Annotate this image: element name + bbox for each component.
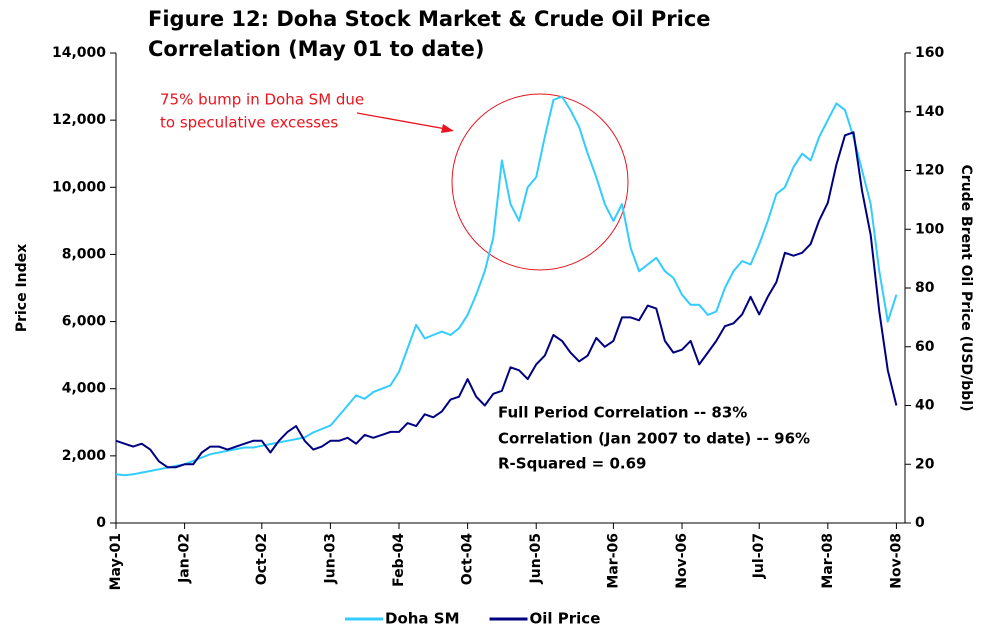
- y2-tick-label: 160: [915, 45, 944, 61]
- x-tick-label: Mar-06: [605, 533, 621, 589]
- y2-axis-label: Crude Brent Oil Price (USD/bbl): [958, 165, 974, 412]
- y-tick-label: 12,000: [52, 112, 106, 128]
- y2-tick-label: 20: [915, 456, 935, 472]
- x-tick-label: Nov-08: [888, 533, 904, 589]
- y2-tick-label: 40: [915, 398, 935, 414]
- y-tick-label: 8,000: [62, 246, 107, 262]
- x-tick-label: Oct-04: [460, 533, 476, 585]
- stat-text: Full Period Correlation -- 83%: [498, 404, 747, 422]
- y-tick-label: 14,000: [52, 45, 106, 61]
- x-tick-label: Oct-02: [254, 533, 270, 585]
- annotation: 75% bump in Doha SM due: [160, 91, 364, 109]
- chart-title: Figure 12: Doha Stock Market & Crude Oil…: [148, 7, 711, 31]
- highlight-circle: [451, 93, 629, 271]
- y-tick-label: 10,000: [52, 179, 106, 195]
- annotation: to speculative excesses: [160, 114, 338, 132]
- y2-tick-label: 140: [915, 104, 944, 120]
- x-tick-label: Feb-04: [391, 533, 407, 587]
- x-tick-label: Jan-02: [177, 533, 193, 584]
- x-tick-label: Jun-03: [322, 533, 338, 584]
- y-tick-label: 2,000: [62, 448, 107, 464]
- y2-tick-label: 120: [915, 163, 944, 179]
- annotation-arrow: [356, 112, 447, 130]
- stat-text: Correlation (Jan 2007 to date) -- 96%: [498, 430, 810, 448]
- y-tick-label: 6,000: [62, 314, 107, 330]
- y2-tick-label: 0: [915, 515, 925, 531]
- legend-label: Oil Price: [530, 610, 601, 628]
- y2-tick-label: 60: [915, 339, 935, 355]
- x-tick-label: Nov-06: [674, 533, 690, 589]
- x-tick-label: Mar-08: [820, 533, 836, 589]
- y-tick-label: 0: [96, 515, 106, 531]
- series-line: [115, 131, 898, 469]
- stat-text: R-Squared = 0.69: [498, 455, 646, 473]
- x-tick-label: May-01: [108, 533, 124, 590]
- arrow-head: [441, 124, 454, 133]
- chart-title: Correlation (May 01 to date): [148, 37, 485, 61]
- legend-label: Doha SM: [385, 610, 460, 628]
- y2-tick-label: 80: [915, 280, 935, 296]
- y-tick-label: 4,000: [62, 381, 107, 397]
- x-tick-label: Jun-05: [528, 533, 544, 584]
- series-line: [115, 95, 898, 477]
- x-tick-label: Jul-07: [751, 533, 767, 579]
- y-axis-label: Price Index: [14, 244, 30, 332]
- y2-tick-label: 100: [915, 221, 944, 237]
